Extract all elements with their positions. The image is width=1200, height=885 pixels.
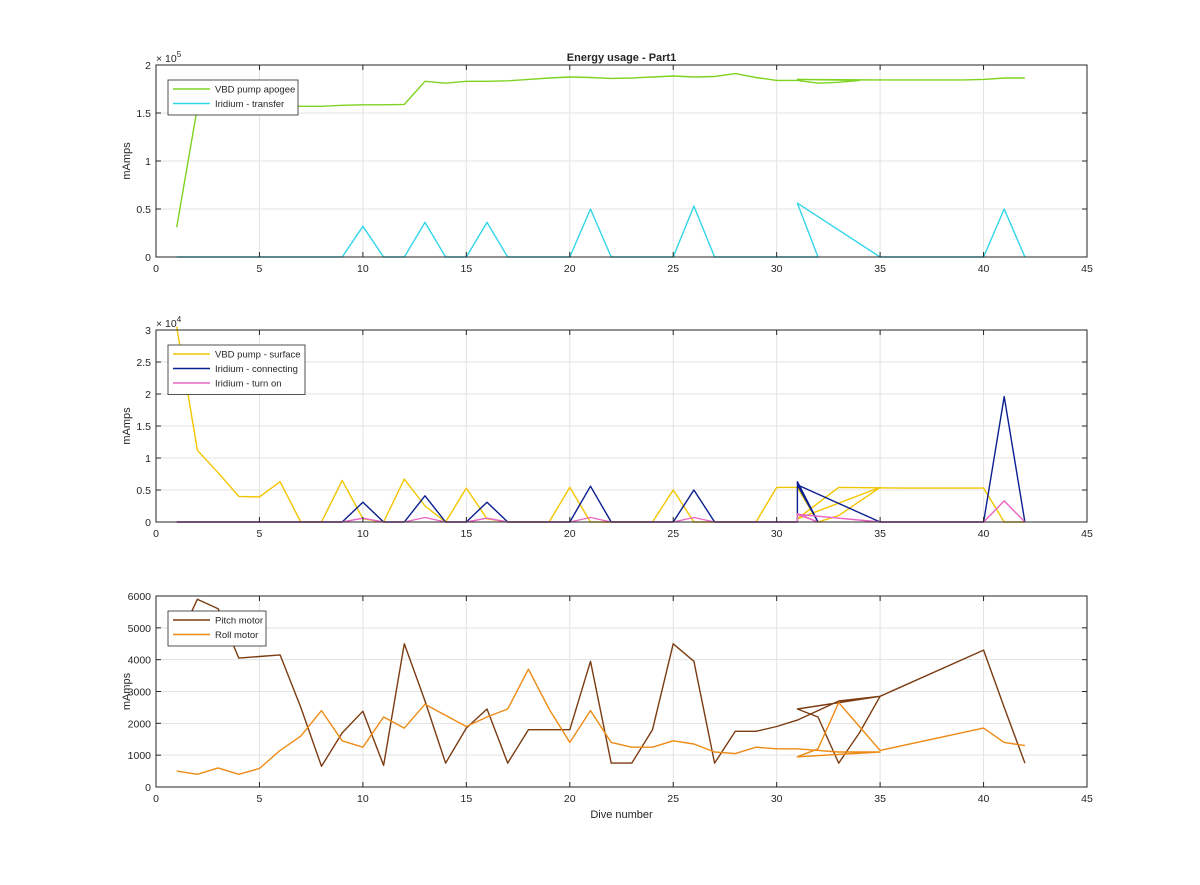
x-tick-label: 35 <box>874 528 886 540</box>
x-tick-label: 25 <box>667 528 679 540</box>
x-tick-label: 10 <box>357 793 369 805</box>
x-tick-label: 40 <box>978 528 990 540</box>
y-tick-label: 1 <box>145 453 151 465</box>
y-exponent-power: 4 <box>177 315 182 324</box>
y-tick-label: 5000 <box>128 623 152 635</box>
x-axis-label: Dive number <box>590 809 653 821</box>
x-tick-label: 15 <box>460 528 472 540</box>
y-tick-label: 1 <box>145 156 151 168</box>
x-tick-label: 30 <box>771 263 783 275</box>
y-tick-label: 4000 <box>128 655 152 667</box>
legend: VBD pump - surface Iridium - connecting Ir… <box>167 344 306 395</box>
x-tick-label: 45 <box>1081 528 1093 540</box>
x-tick-label: 30 <box>771 793 783 805</box>
y-tick-label: 0 <box>145 782 151 794</box>
x-tick-label: 30 <box>771 528 783 540</box>
y-exponent-base: × 10 <box>156 318 177 330</box>
x-tick-label: 20 <box>564 793 576 805</box>
y-axis-label: mAmps <box>121 142 133 180</box>
x-tick-label: 35 <box>874 263 886 275</box>
legend-label: Iridium - transfer <box>215 99 284 110</box>
x-tick-label: 5 <box>257 793 263 805</box>
series-line-pitch-motor <box>176 598 1026 767</box>
y-tick-label: 2 <box>145 389 151 401</box>
x-tick-label: 40 <box>978 263 990 275</box>
y-tick-label: 2 <box>145 60 151 72</box>
y-exponent-label: × 104 <box>156 315 182 330</box>
legend-box <box>167 610 267 647</box>
y-tick-label: 0.5 <box>136 485 151 497</box>
y-tick-label: 1000 <box>128 750 152 762</box>
y-tick-label: 0.5 <box>136 204 151 216</box>
x-tick-label: 5 <box>257 263 263 275</box>
y-exponent-power: 5 <box>177 50 182 59</box>
x-tick-label: 40 <box>978 793 990 805</box>
legend: VBD pump apogee Iridium - transfer <box>167 79 299 116</box>
y-tick-label: 3000 <box>128 687 152 699</box>
y-tick-label: 2.5 <box>136 357 151 369</box>
legend-label: VBD pump - surface <box>215 350 301 361</box>
y-axis-label: mAmps <box>121 407 133 445</box>
y-tick-label: 1.5 <box>136 108 151 120</box>
subplot-2: 0 5 10 15 20 25 30 35 40 45 0 0.5 1 1.5 2 2.5 3 × 104 mAmp… <box>121 315 1093 540</box>
y-tick-label: 0 <box>145 517 151 529</box>
x-tick-label: 10 <box>357 528 369 540</box>
x-tick-label: 20 <box>564 263 576 275</box>
legend: Pitch motor Roll motor <box>167 610 267 647</box>
legend-label: VBD pump apogee <box>215 85 295 96</box>
x-tick-label: 45 <box>1081 263 1093 275</box>
x-tick-label: 25 <box>667 263 679 275</box>
x-tick-label: 0 <box>153 793 159 805</box>
x-tick-label: 10 <box>357 263 369 275</box>
series-line-roll-motor <box>176 668 1026 775</box>
x-tick-label: 5 <box>257 528 263 540</box>
legend-label: Iridium - turn on <box>215 379 282 390</box>
series-line-vbd-pump-apogee <box>176 72 1025 228</box>
x-tick-label: 15 <box>460 793 472 805</box>
x-tick-label: 0 <box>153 528 159 540</box>
y-exponent-base: × 10 <box>156 53 177 65</box>
x-tick-label: 25 <box>667 793 679 805</box>
y-tick-label: 1.5 <box>136 421 151 433</box>
x-tick-label: 35 <box>874 793 886 805</box>
y-tick-label: 3 <box>145 325 151 337</box>
chart-title: Energy usage - Part1 <box>567 52 676 64</box>
legend-box <box>167 79 299 116</box>
subplot-3: 0 5 10 15 20 25 30 35 40 45 0 1000 2000 3000 4000 5000 6… <box>121 591 1093 821</box>
y-exponent-label: × 105 <box>156 50 182 65</box>
y-tick-label: 0 <box>145 252 151 264</box>
legend-label: Pitch motor <box>215 616 263 627</box>
x-tick-label: 20 <box>564 528 576 540</box>
x-tick-label: 15 <box>460 263 472 275</box>
legend-label: Iridium - connecting <box>215 364 298 375</box>
y-axis-label: mAmps <box>121 672 133 710</box>
legend-label: Roll motor <box>215 630 258 641</box>
y-tick-label: 6000 <box>128 591 152 603</box>
y-tick-label: 2000 <box>128 718 152 730</box>
x-tick-label: 45 <box>1081 793 1093 805</box>
x-tick-label: 0 <box>153 263 159 275</box>
